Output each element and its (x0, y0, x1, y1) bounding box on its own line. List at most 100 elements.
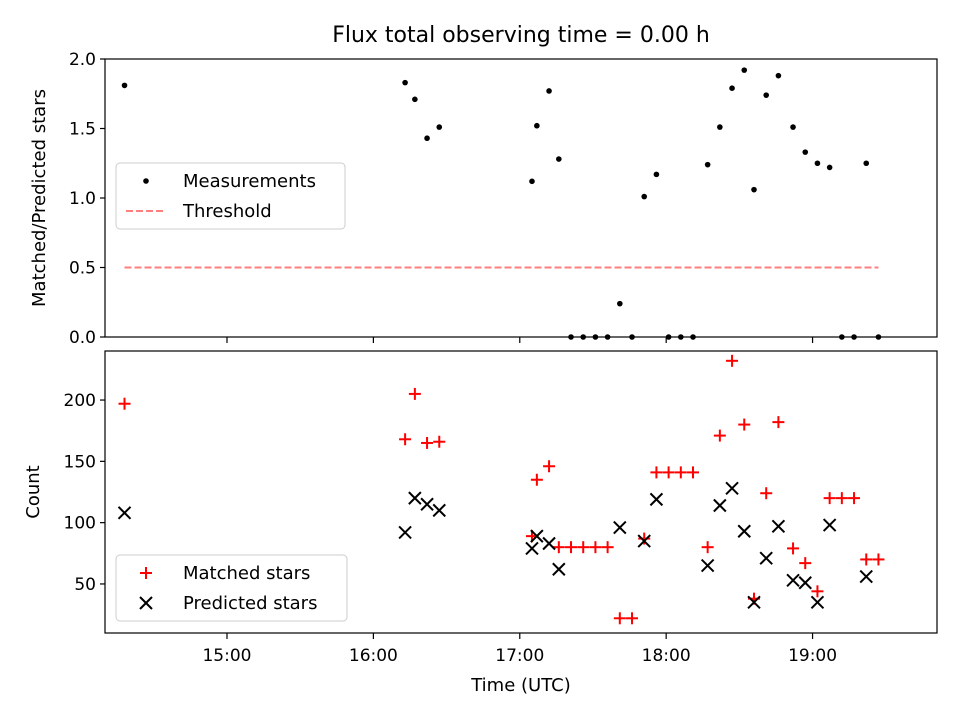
matched-star-point (726, 354, 739, 367)
matched-star-point (713, 429, 726, 442)
matched-star-point (848, 492, 861, 505)
matched-star-point (118, 397, 131, 410)
measurement-point (121, 82, 128, 89)
matched-star-point (601, 541, 614, 554)
predicted-star-point (530, 529, 544, 543)
matched-star-point (823, 492, 836, 505)
matched-star-point (835, 492, 848, 505)
predicted-star-x-b (810, 595, 825, 610)
matched-star-point (674, 466, 687, 479)
predicted-star-x-b (525, 541, 539, 556)
matched-star-point (408, 387, 421, 400)
measurement-point (863, 160, 870, 167)
x-tick-label: 15:00 (202, 646, 251, 666)
predicted-star-x-b (713, 498, 727, 513)
predicted-star-point (786, 573, 800, 587)
matched-star-point (530, 473, 543, 486)
matched-star-point (811, 585, 824, 598)
measurement-point (424, 135, 430, 142)
measurement-point (556, 156, 562, 162)
predicted-star-x-b (649, 492, 664, 507)
matched-star-point (738, 418, 751, 431)
predicted-star-point (759, 551, 773, 565)
matched-star-point (860, 553, 873, 566)
measurement-point (534, 122, 540, 129)
x-tick-label: 17:00 (495, 646, 544, 666)
legend-predicted-label: Predicted stars (183, 593, 317, 614)
predicted-star-point (408, 491, 422, 505)
predicted-star-x-b (822, 518, 837, 532)
measurement-point (802, 149, 809, 155)
measurement-point (790, 124, 796, 130)
bottom-y-tick-label: 100 (64, 514, 96, 534)
predicted-star-x-b (613, 520, 627, 535)
predicted-star-x-b (408, 491, 422, 505)
matched-star-point (787, 542, 800, 555)
predicted-star-point (859, 569, 873, 584)
predicted-star-point (542, 536, 556, 551)
top-plot-area: 0.0 0.5 1.0 1.5 2.0 (69, 50, 882, 348)
predicted-star-point (725, 481, 739, 496)
matched-star-point (701, 541, 714, 554)
predicted-star-x-b (432, 503, 446, 518)
x-axis-label: Time (UTC) (470, 675, 571, 696)
measurement-point (641, 193, 648, 200)
matched-star-point (638, 532, 651, 545)
legend-measurements-marker (143, 178, 149, 184)
measurement-point (826, 164, 833, 171)
measurement-point (729, 85, 735, 91)
matched-star-point (543, 460, 556, 473)
predicted-star-x-b (117, 506, 132, 520)
measurement-point (741, 67, 748, 73)
predicted-star-point (713, 498, 727, 513)
measurement-point (704, 161, 711, 168)
legend-matched-label: Matched stars (183, 563, 310, 584)
bottom-plot-area: 50 100 150 200 15:00 16:00 17:00 18:00 19:00 (64, 354, 885, 666)
top-legend: Measurements Threshold (115, 162, 346, 230)
legend-threshold-label: Threshold (182, 201, 272, 222)
predicted-star-point (747, 595, 761, 610)
bottom-legend-box (115, 554, 348, 622)
predicted-star-x-b (737, 524, 751, 538)
bottom-y-tick-label: 200 (64, 391, 96, 411)
measurement-point (751, 186, 757, 193)
matched-star-point (565, 541, 578, 554)
predicted-star-point (649, 492, 664, 507)
matched-star-point (772, 416, 785, 429)
top-legend-box (115, 162, 346, 230)
matched-star-point (613, 612, 626, 625)
matched-star-point (760, 487, 773, 500)
predicted-star-point (798, 576, 812, 590)
predicted-star-x-b (398, 525, 412, 540)
legend-matched-marker (140, 567, 152, 579)
measurement-point (814, 160, 821, 167)
matched-star-point (577, 541, 590, 554)
matched-star-point (399, 433, 412, 446)
matched-star-point (433, 435, 446, 448)
chart-title: Flux total observing time = 0.00 h (332, 23, 710, 48)
predicted-star-point (810, 595, 825, 610)
predicted-star-point (700, 558, 715, 573)
predicted-star-point (613, 520, 627, 535)
measurement-point (412, 96, 418, 103)
top-y-tick-label: 2.0 (69, 50, 96, 70)
predicted-star-point (432, 503, 446, 518)
x-tick-label: 16:00 (349, 646, 398, 666)
predicted-star-point (737, 524, 751, 538)
matched-star-point (650, 466, 663, 479)
predicted-star-x-b (725, 481, 739, 496)
predicted-star-point (552, 562, 566, 576)
predicted-star-x-b (771, 519, 786, 534)
top-y-tick-label: 1.0 (69, 189, 96, 209)
measurement-point (763, 92, 770, 98)
top-y-tick-label: 0.0 (69, 328, 96, 348)
matched-star-point (662, 466, 675, 479)
matched-star-point (799, 557, 812, 570)
top-y-tick-label: 1.5 (69, 120, 96, 140)
top-axes-frame (104, 58, 938, 338)
predicted-star-x-b (747, 595, 761, 610)
measurement-point (402, 79, 408, 86)
predicted-star-x-b (420, 497, 434, 511)
measurement-point (617, 300, 623, 307)
